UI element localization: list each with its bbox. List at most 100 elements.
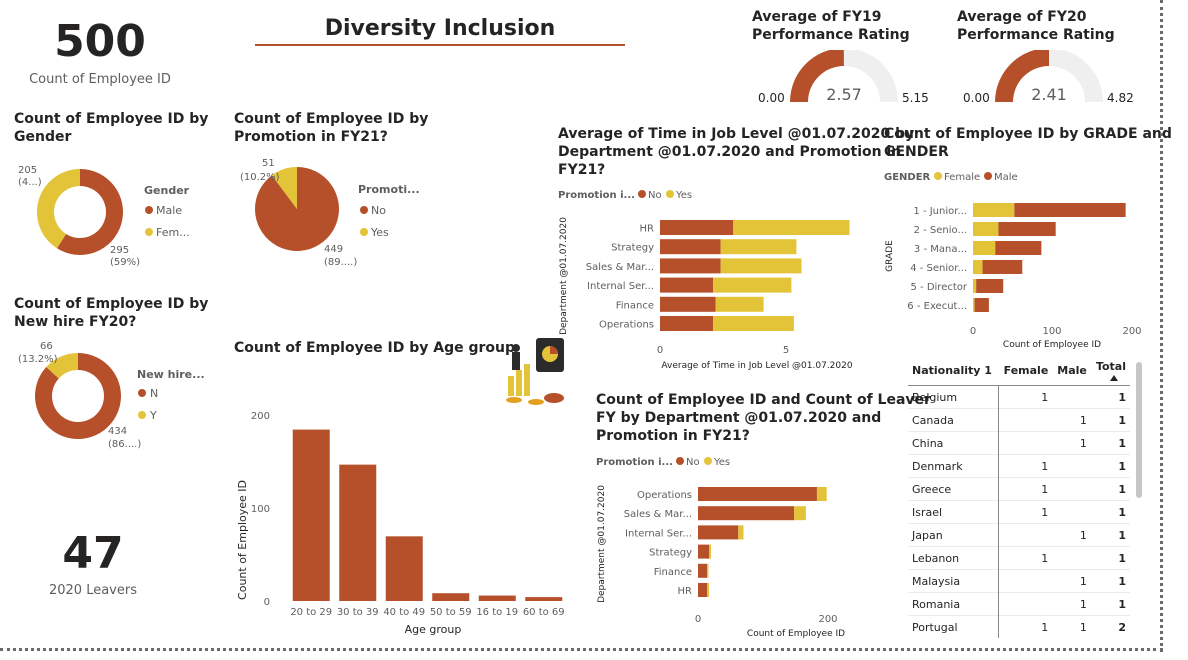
bar-segment-yes <box>816 487 827 501</box>
gauge-fy19[interactable]: Average of FY19 Performance Rating <box>752 8 910 44</box>
column-header-female[interactable]: Female <box>998 356 1053 386</box>
gauge-fy20-value: 2.41 <box>1031 85 1067 104</box>
cell-female: 1 <box>998 385 1053 409</box>
cell-female <box>998 569 1053 593</box>
cell-male <box>1052 546 1091 570</box>
grade-chart-x-axis-label: Count of Employee ID <box>1003 340 1101 350</box>
newhire-y-label-pct: (13.2%) <box>18 354 58 365</box>
analytics-illustration-icon <box>506 338 564 405</box>
grade-legend-male: Male <box>994 172 1018 183</box>
promotion-pie-slices <box>255 167 339 251</box>
table-row[interactable]: Greece 1 1 <box>908 477 1130 501</box>
bar-segment-female <box>973 222 999 236</box>
bar-segment-no <box>698 487 817 501</box>
bar-segment-no <box>698 583 708 597</box>
gender-legend-male-dot <box>145 206 153 214</box>
column-header-male[interactable]: Male <box>1052 356 1091 386</box>
category-label: 2 - Senio... <box>914 225 967 236</box>
grade-legend-female: Female <box>944 172 980 183</box>
time-in-job-bar-chart[interactable]: Promotion i... No Yes Department @01.07.… <box>554 184 864 374</box>
gauge-fy19-svg: 2.57 0.00 5.15 <box>758 50 929 105</box>
category-label: HR <box>678 586 693 597</box>
bar-segment-male <box>995 241 1042 255</box>
newhire-donut-chart[interactable]: 66 (13.2%) 434 (86....) New hire... N Y <box>0 338 220 458</box>
leaver-chart-bars: Operations Sales & Mar... Internal Ser... S… <box>624 487 827 597</box>
time-chart-xtick-0: 0 <box>657 345 663 356</box>
newhire-n-label-pct: (86....) <box>108 439 141 450</box>
leaver-chart-title-line2: FY by Department @01.07.2020 and <box>596 410 882 426</box>
leaver-legend-yes-dot <box>704 457 712 465</box>
promotion-pie-title: Count of Employee ID by Promotion in FY2… <box>234 110 428 146</box>
bar-segment-yes <box>720 258 802 274</box>
table-scrollbar[interactable] <box>1136 362 1142 498</box>
time-chart-xtick-5: 5 <box>783 345 789 356</box>
table-row[interactable]: Romania 1 1 <box>908 592 1130 616</box>
age-chart-x-axis-label: Age group <box>405 623 462 636</box>
category-label: Finance <box>654 567 692 578</box>
cell-female <box>998 523 1053 547</box>
bar-segment-no <box>660 277 714 293</box>
promotion-legend-no: No <box>371 204 386 217</box>
promotion-pie-title-line2: Promotion in FY21? <box>234 129 388 145</box>
bar-segment-male <box>1014 203 1126 217</box>
promotion-yes-label-pct: (10.2%) <box>240 172 280 183</box>
column-header-nationality[interactable]: Nationality 1 <box>908 356 999 386</box>
table-row[interactable]: Malaysia 1 1 <box>908 569 1130 593</box>
cell-total: 1 <box>1090 592 1130 616</box>
grade-chart-title: Count of Employee ID by GRADE and GENDER <box>884 125 1172 161</box>
leaver-bar-chart[interactable]: Promotion i... No Yes Department @01.07.… <box>592 450 892 642</box>
gender-legend-male: Male <box>156 204 182 217</box>
leavers-label: 2020 Leavers <box>48 583 137 598</box>
promotion-no-label-pct: (89....) <box>324 257 357 268</box>
gender-legend-title: Gender <box>144 184 190 197</box>
bar-segment-yes <box>720 239 797 255</box>
gender-male-label-pct: (59%) <box>110 257 140 268</box>
cell-nationality: Canada <box>908 408 999 432</box>
promotion-pie-title-line1: Count of Employee ID by <box>234 111 429 127</box>
page-title: Diversity Inclusion <box>324 16 556 41</box>
gender-legend-female-dot <box>145 228 153 236</box>
column-header-total[interactable]: Total <box>1090 356 1130 386</box>
grade-chart-title-line1: Count of Employee ID by GRADE and <box>884 126 1172 142</box>
grade-gender-bar-chart[interactable]: GENDER Female Male GRADE 0 100 200 Count… <box>880 164 1150 354</box>
nationality-table-container[interactable]: Nationality 1 Female Male Total Belgium 1… <box>908 356 1133 640</box>
age-chart-bars: 20 to 29 30 to 39 40 to 49 50 to 59 16 to 19… <box>290 429 565 618</box>
cell-male <box>1052 477 1091 501</box>
title-underline <box>255 44 625 46</box>
gauge-fy19-title-line2: Performance Rating <box>752 27 910 43</box>
newhire-donut-title-line2: New hire FY20? <box>14 314 137 330</box>
table-row[interactable]: Israel 1 1 <box>908 500 1130 524</box>
cell-female: 1 <box>998 546 1053 570</box>
table-row[interactable]: Portugal 1 1 2 <box>908 615 1130 638</box>
cell-nationality: Malaysia <box>908 569 999 593</box>
leaver-legend-title: Promotion i... <box>596 457 673 468</box>
table-header-row: Nationality 1 Female Male Total <box>908 356 1130 386</box>
promotion-pie-chart[interactable]: 51 (10.2%) 449 (89....) Promoti... No Ye… <box>230 152 450 272</box>
table-row[interactable]: Lebanon 1 1 <box>908 546 1130 570</box>
time-legend-yes-dot <box>666 190 674 198</box>
table-row[interactable]: China 1 1 <box>908 431 1130 455</box>
gender-donut-title: Count of Employee ID by Gender <box>14 110 208 146</box>
category-label: Operations <box>637 490 692 501</box>
table-row[interactable]: Japan 1 1 <box>908 523 1130 547</box>
gender-legend-female: Fem... <box>156 226 190 239</box>
gender-female-slice <box>37 169 80 249</box>
page-border-right <box>1160 0 1163 652</box>
grade-chart-xtick-0: 0 <box>970 326 976 337</box>
gender-donut-title-line1: Count of Employee ID by <box>14 111 209 127</box>
table-row[interactable]: Belgium 1 1 <box>908 385 1130 409</box>
promotion-legend-title: Promoti... <box>358 183 420 196</box>
gender-donut-chart[interactable]: 205 (4...) 295 (59%) Gender Male Fem... <box>0 155 220 275</box>
gauge-fy20-svg: 2.41 0.00 4.82 <box>963 50 1134 105</box>
category-label: Sales & Mar... <box>624 509 692 520</box>
bar-segment-male <box>974 298 989 312</box>
leaver-chart-xtick-0: 0 <box>695 614 701 625</box>
gauge-fy20[interactable]: Average of FY20 Performance Rating <box>957 8 1115 44</box>
table-row[interactable]: Canada 1 1 <box>908 408 1130 432</box>
bar-segment-male <box>976 279 1004 293</box>
gauge-fy19-max: 5.15 <box>902 91 929 105</box>
gender-donut-title-line2: Gender <box>14 129 72 145</box>
age-group-bar-chart[interactable]: Count of Employee ID Age group 0 100 200… <box>230 380 580 642</box>
time-chart-x-axis-label: Average of Time in Job Level @01.07.2020 <box>661 361 852 371</box>
table-row[interactable]: Denmark 1 1 <box>908 454 1130 478</box>
